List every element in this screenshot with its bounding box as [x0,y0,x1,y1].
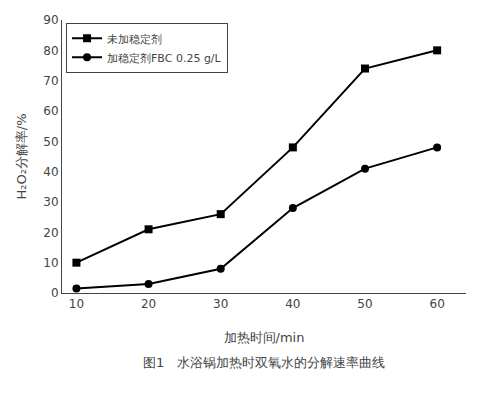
svg-text:加热时间/min: 加热时间/min [224,330,305,345]
svg-text:30: 30 [43,195,58,209]
svg-text:50: 50 [43,135,58,149]
svg-text:40: 40 [285,297,300,311]
svg-text:90: 90 [43,13,58,27]
svg-text:70: 70 [43,74,58,88]
svg-text:60: 60 [43,104,58,118]
svg-text:未加稳定剂: 未加稳定剂 [107,33,162,46]
svg-text:10: 10 [43,256,58,270]
svg-text:20: 20 [43,226,58,240]
svg-text:50: 50 [357,297,372,311]
svg-text:40: 40 [43,165,58,179]
svg-text:图1 水浴锅加热时双氧水的分解速率曲线: 图1 水浴锅加热时双氧水的分解速率曲线 [143,355,385,370]
svg-text:30: 30 [213,297,228,311]
svg-text:H₂O₂分解率/%: H₂O₂分解率/% [14,113,29,199]
svg-text:80: 80 [43,44,58,58]
svg-text:0: 0 [51,286,59,300]
svg-text:60: 60 [429,297,444,311]
svg-text:20: 20 [141,297,156,311]
svg-text:加稳定剂FBC 0.25 g/L: 加稳定剂FBC 0.25 g/L [107,52,222,65]
svg-text:10: 10 [69,297,84,311]
